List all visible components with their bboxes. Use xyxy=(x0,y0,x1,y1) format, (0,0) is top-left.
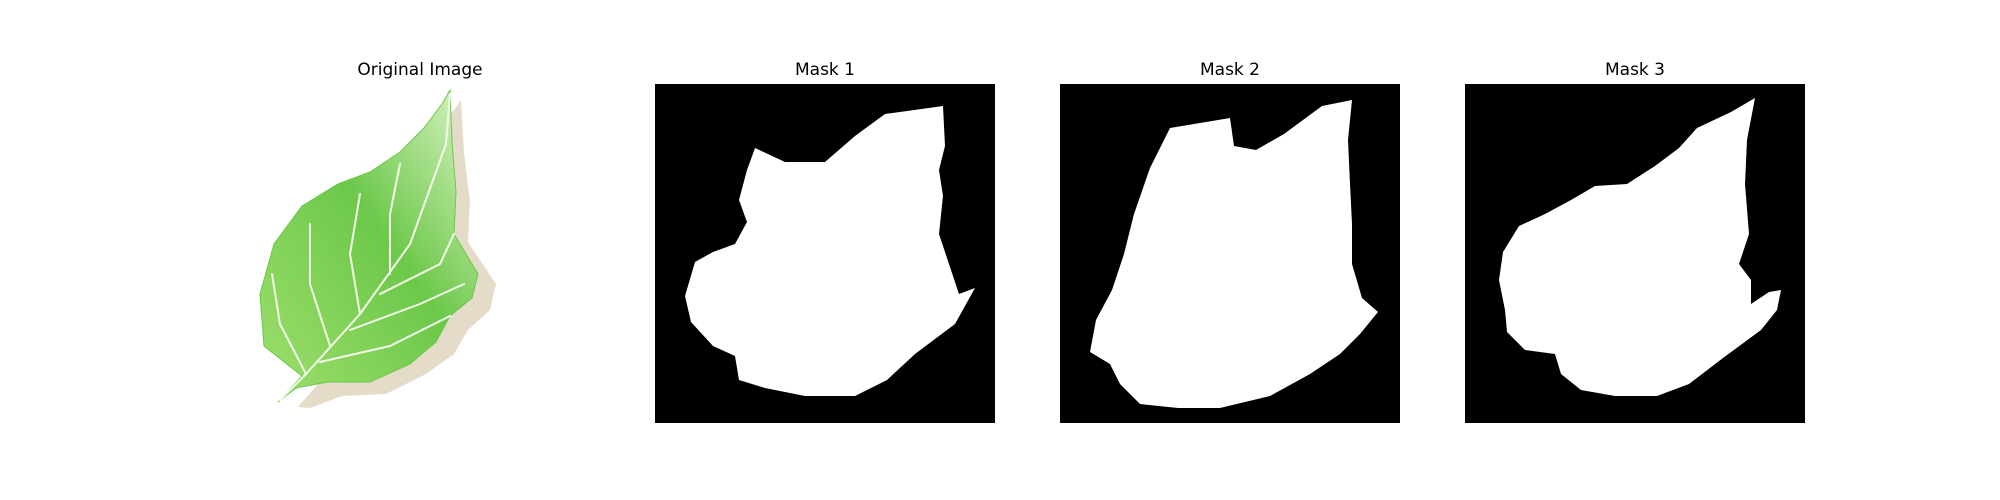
mask-1-image xyxy=(655,84,995,423)
mask-1-panel xyxy=(655,84,995,423)
mask-1-speck xyxy=(923,184,931,196)
mask-2-image xyxy=(1060,84,1400,423)
mask-3-panel xyxy=(1465,84,1805,423)
panel-title-mask-2: Mask 2 xyxy=(1060,58,1400,82)
original-image-panel xyxy=(250,84,590,423)
panel-title-mask-3: Mask 3 xyxy=(1465,58,1805,82)
leaf-image xyxy=(250,84,590,423)
panel-title-original-image: Original Image xyxy=(250,58,590,82)
mask-3-image xyxy=(1465,84,1805,423)
panel-title-mask-1: Mask 1 xyxy=(655,58,995,82)
mask-2-panel xyxy=(1060,84,1400,423)
